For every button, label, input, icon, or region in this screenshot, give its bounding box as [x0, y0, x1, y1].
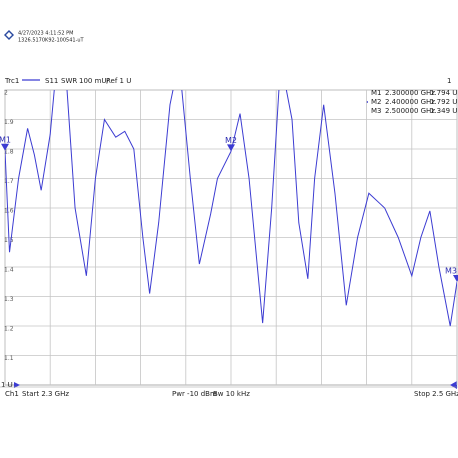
- ref-arrow: [450, 381, 457, 389]
- marker-table-name: M3: [371, 107, 382, 115]
- timestamp: 4/27/2023 4:11:52 PM: [18, 31, 73, 37]
- format: SWR: [61, 77, 77, 85]
- marker-label: M3: [445, 267, 457, 276]
- marker-table-name: M2: [371, 98, 382, 106]
- marker: [453, 275, 458, 283]
- y-tick-label: 1.8: [4, 149, 14, 156]
- y-tick-label: 1.9: [4, 119, 14, 126]
- marker: [1, 143, 9, 151]
- bandwidth: Bw 10 kHz: [213, 390, 250, 398]
- start: Start 2.3 GHz: [22, 390, 69, 398]
- marker-label: M1: [0, 135, 11, 144]
- y-tick-label: 1.6: [4, 208, 14, 215]
- y-tick-label: 1.2: [4, 326, 14, 333]
- y-tick-label: 1.3: [4, 296, 14, 303]
- marker-table-x: 2.300000 GHz: [385, 89, 435, 97]
- trace-name: Trc1: [4, 77, 19, 85]
- marker-table-y: 1.794 U: [430, 89, 457, 97]
- y-tick-label: 1.4: [4, 267, 14, 274]
- ref-arrow: [14, 382, 20, 388]
- trace-line: [5, 90, 457, 327]
- marker-table-y: 1.792 U: [430, 98, 457, 106]
- power: Pwr -10 dBm: [172, 390, 217, 398]
- y-tick-label: 1.1: [4, 355, 14, 362]
- y-tick-label: 2: [4, 90, 8, 97]
- legend-entry: S11: [45, 77, 58, 85]
- marker-table-y: 1.349 U: [430, 107, 457, 115]
- plot-area: [5, 90, 457, 327]
- marker-table-name: M1: [371, 89, 382, 97]
- marker-label: M2: [225, 136, 237, 145]
- channel: Ch1: [5, 390, 19, 398]
- marker-table-x: 2.500000 GHz: [385, 107, 435, 115]
- marker-table-x: 2.400000 GHz: [385, 98, 435, 106]
- reference: Ref 1 U: [106, 77, 131, 85]
- ref-label: 1 U: [1, 381, 13, 389]
- marker: [227, 144, 235, 152]
- device-id: 1326.5170K92-100541-uT: [18, 38, 85, 44]
- y-tick-label: 1.7: [4, 178, 14, 185]
- stop: Stop 2.5 GHz: [414, 390, 458, 398]
- scale: 100 mU/: [79, 77, 110, 85]
- logo: [4, 30, 14, 40]
- channel-number: 1: [447, 77, 451, 85]
